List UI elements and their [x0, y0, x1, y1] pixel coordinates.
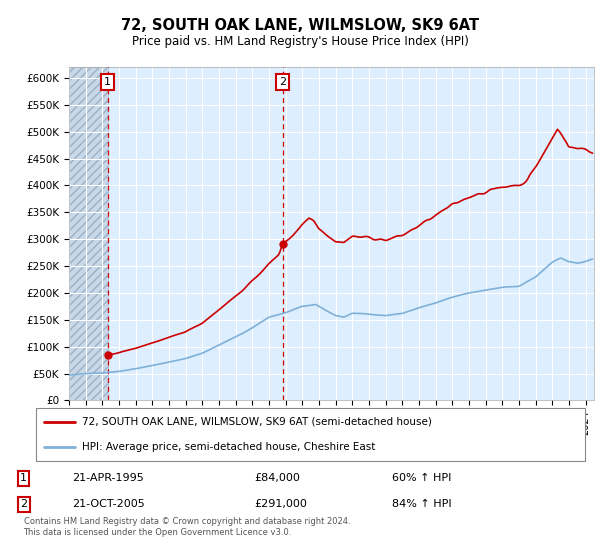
- Text: 1: 1: [104, 77, 111, 87]
- Text: 21-OCT-2005: 21-OCT-2005: [73, 499, 145, 509]
- Text: 60% ↑ HPI: 60% ↑ HPI: [392, 473, 452, 483]
- FancyBboxPatch shape: [36, 408, 585, 461]
- Text: £84,000: £84,000: [254, 473, 300, 483]
- Text: Contains HM Land Registry data © Crown copyright and database right 2024.
This d: Contains HM Land Registry data © Crown c…: [23, 517, 350, 536]
- Text: 72, SOUTH OAK LANE, WILMSLOW, SK9 6AT: 72, SOUTH OAK LANE, WILMSLOW, SK9 6AT: [121, 18, 479, 33]
- Text: 21-APR-1995: 21-APR-1995: [73, 473, 144, 483]
- Text: Price paid vs. HM Land Registry's House Price Index (HPI): Price paid vs. HM Land Registry's House …: [131, 35, 469, 48]
- Text: £291,000: £291,000: [254, 499, 307, 509]
- Text: 1: 1: [20, 473, 27, 483]
- Text: 2: 2: [279, 77, 286, 87]
- Text: 84% ↑ HPI: 84% ↑ HPI: [392, 499, 452, 509]
- Text: 72, SOUTH OAK LANE, WILMSLOW, SK9 6AT (semi-detached house): 72, SOUTH OAK LANE, WILMSLOW, SK9 6AT (s…: [82, 417, 432, 427]
- Text: HPI: Average price, semi-detached house, Cheshire East: HPI: Average price, semi-detached house,…: [82, 442, 375, 452]
- Text: 2: 2: [20, 499, 27, 509]
